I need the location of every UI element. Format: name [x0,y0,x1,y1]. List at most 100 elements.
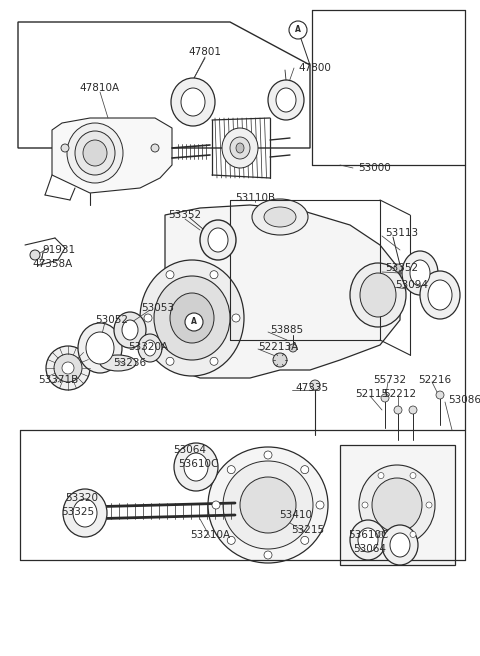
Ellipse shape [138,334,162,362]
Ellipse shape [140,260,244,376]
Ellipse shape [46,346,90,390]
Ellipse shape [86,332,114,364]
Text: 91931: 91931 [42,245,75,255]
Ellipse shape [390,533,410,557]
Text: 52216: 52216 [419,375,452,385]
Circle shape [144,314,152,322]
Text: 52213A: 52213A [258,342,298,352]
Circle shape [232,314,240,322]
Circle shape [362,502,368,508]
Text: 53113: 53113 [385,228,418,238]
Polygon shape [52,118,172,193]
Ellipse shape [67,123,123,183]
Circle shape [227,466,235,474]
Text: 53110B: 53110B [235,193,275,203]
Circle shape [151,144,159,152]
Ellipse shape [73,499,97,527]
Ellipse shape [420,271,460,319]
Circle shape [30,250,40,260]
Ellipse shape [78,323,122,373]
Text: 55732: 55732 [373,375,407,385]
Text: 53000: 53000 [358,163,391,173]
Text: 53610C: 53610C [178,459,218,469]
Circle shape [378,472,384,479]
Text: 53352: 53352 [168,210,202,220]
Text: 53320A: 53320A [128,342,168,352]
Polygon shape [165,205,400,378]
Circle shape [301,537,309,544]
Text: 53610C: 53610C [348,530,388,540]
Text: 53885: 53885 [270,325,303,335]
Ellipse shape [358,528,378,552]
Circle shape [394,264,402,272]
Ellipse shape [200,220,236,260]
Circle shape [210,358,218,365]
Circle shape [185,313,203,331]
Text: 53320: 53320 [65,493,98,503]
Ellipse shape [114,312,146,348]
Text: 53053: 53053 [142,303,175,313]
Text: 47335: 47335 [295,383,328,393]
Ellipse shape [170,293,214,343]
Ellipse shape [75,131,115,175]
Ellipse shape [184,453,208,481]
Text: 47358A: 47358A [32,259,72,269]
Ellipse shape [222,128,258,168]
Circle shape [212,501,220,509]
Text: 53325: 53325 [61,507,95,517]
Ellipse shape [223,461,313,549]
Circle shape [410,472,416,479]
Circle shape [409,406,417,414]
Text: 52115: 52115 [355,389,389,399]
Text: 53210A: 53210A [190,530,230,540]
Circle shape [61,144,69,152]
Ellipse shape [144,340,156,356]
Text: 53064: 53064 [173,445,206,455]
Circle shape [227,537,235,544]
Ellipse shape [154,276,230,360]
Ellipse shape [208,228,228,252]
Circle shape [426,502,432,508]
Ellipse shape [208,447,328,563]
Ellipse shape [350,520,386,560]
Text: 52212: 52212 [384,389,417,399]
Circle shape [378,531,384,537]
Ellipse shape [54,354,82,382]
Circle shape [210,271,218,279]
Ellipse shape [240,477,296,533]
Circle shape [273,353,287,367]
Circle shape [166,271,174,279]
Ellipse shape [174,443,218,491]
Ellipse shape [372,478,422,532]
Polygon shape [340,445,455,565]
Ellipse shape [236,143,244,153]
Text: 53352: 53352 [385,263,418,273]
Ellipse shape [230,137,250,159]
Text: A: A [191,318,197,327]
Ellipse shape [268,80,304,120]
Circle shape [264,551,272,559]
Circle shape [436,391,444,399]
Text: 47801: 47801 [189,47,221,57]
Text: 53215: 53215 [291,525,324,535]
Circle shape [316,501,324,509]
Circle shape [301,466,309,474]
Ellipse shape [350,263,406,327]
Ellipse shape [181,88,205,116]
Ellipse shape [83,140,107,166]
Ellipse shape [276,88,296,112]
Ellipse shape [402,251,438,295]
Circle shape [310,380,320,390]
Text: 47800: 47800 [298,63,331,73]
Circle shape [289,21,307,39]
Ellipse shape [252,199,308,235]
Circle shape [381,394,389,402]
Ellipse shape [428,280,452,310]
Circle shape [166,358,174,365]
Text: 47810A: 47810A [80,83,120,93]
Circle shape [394,406,402,414]
Text: 53086: 53086 [448,395,480,405]
Text: 53371B: 53371B [38,375,78,385]
Text: 53094: 53094 [395,280,428,290]
Ellipse shape [360,273,396,317]
